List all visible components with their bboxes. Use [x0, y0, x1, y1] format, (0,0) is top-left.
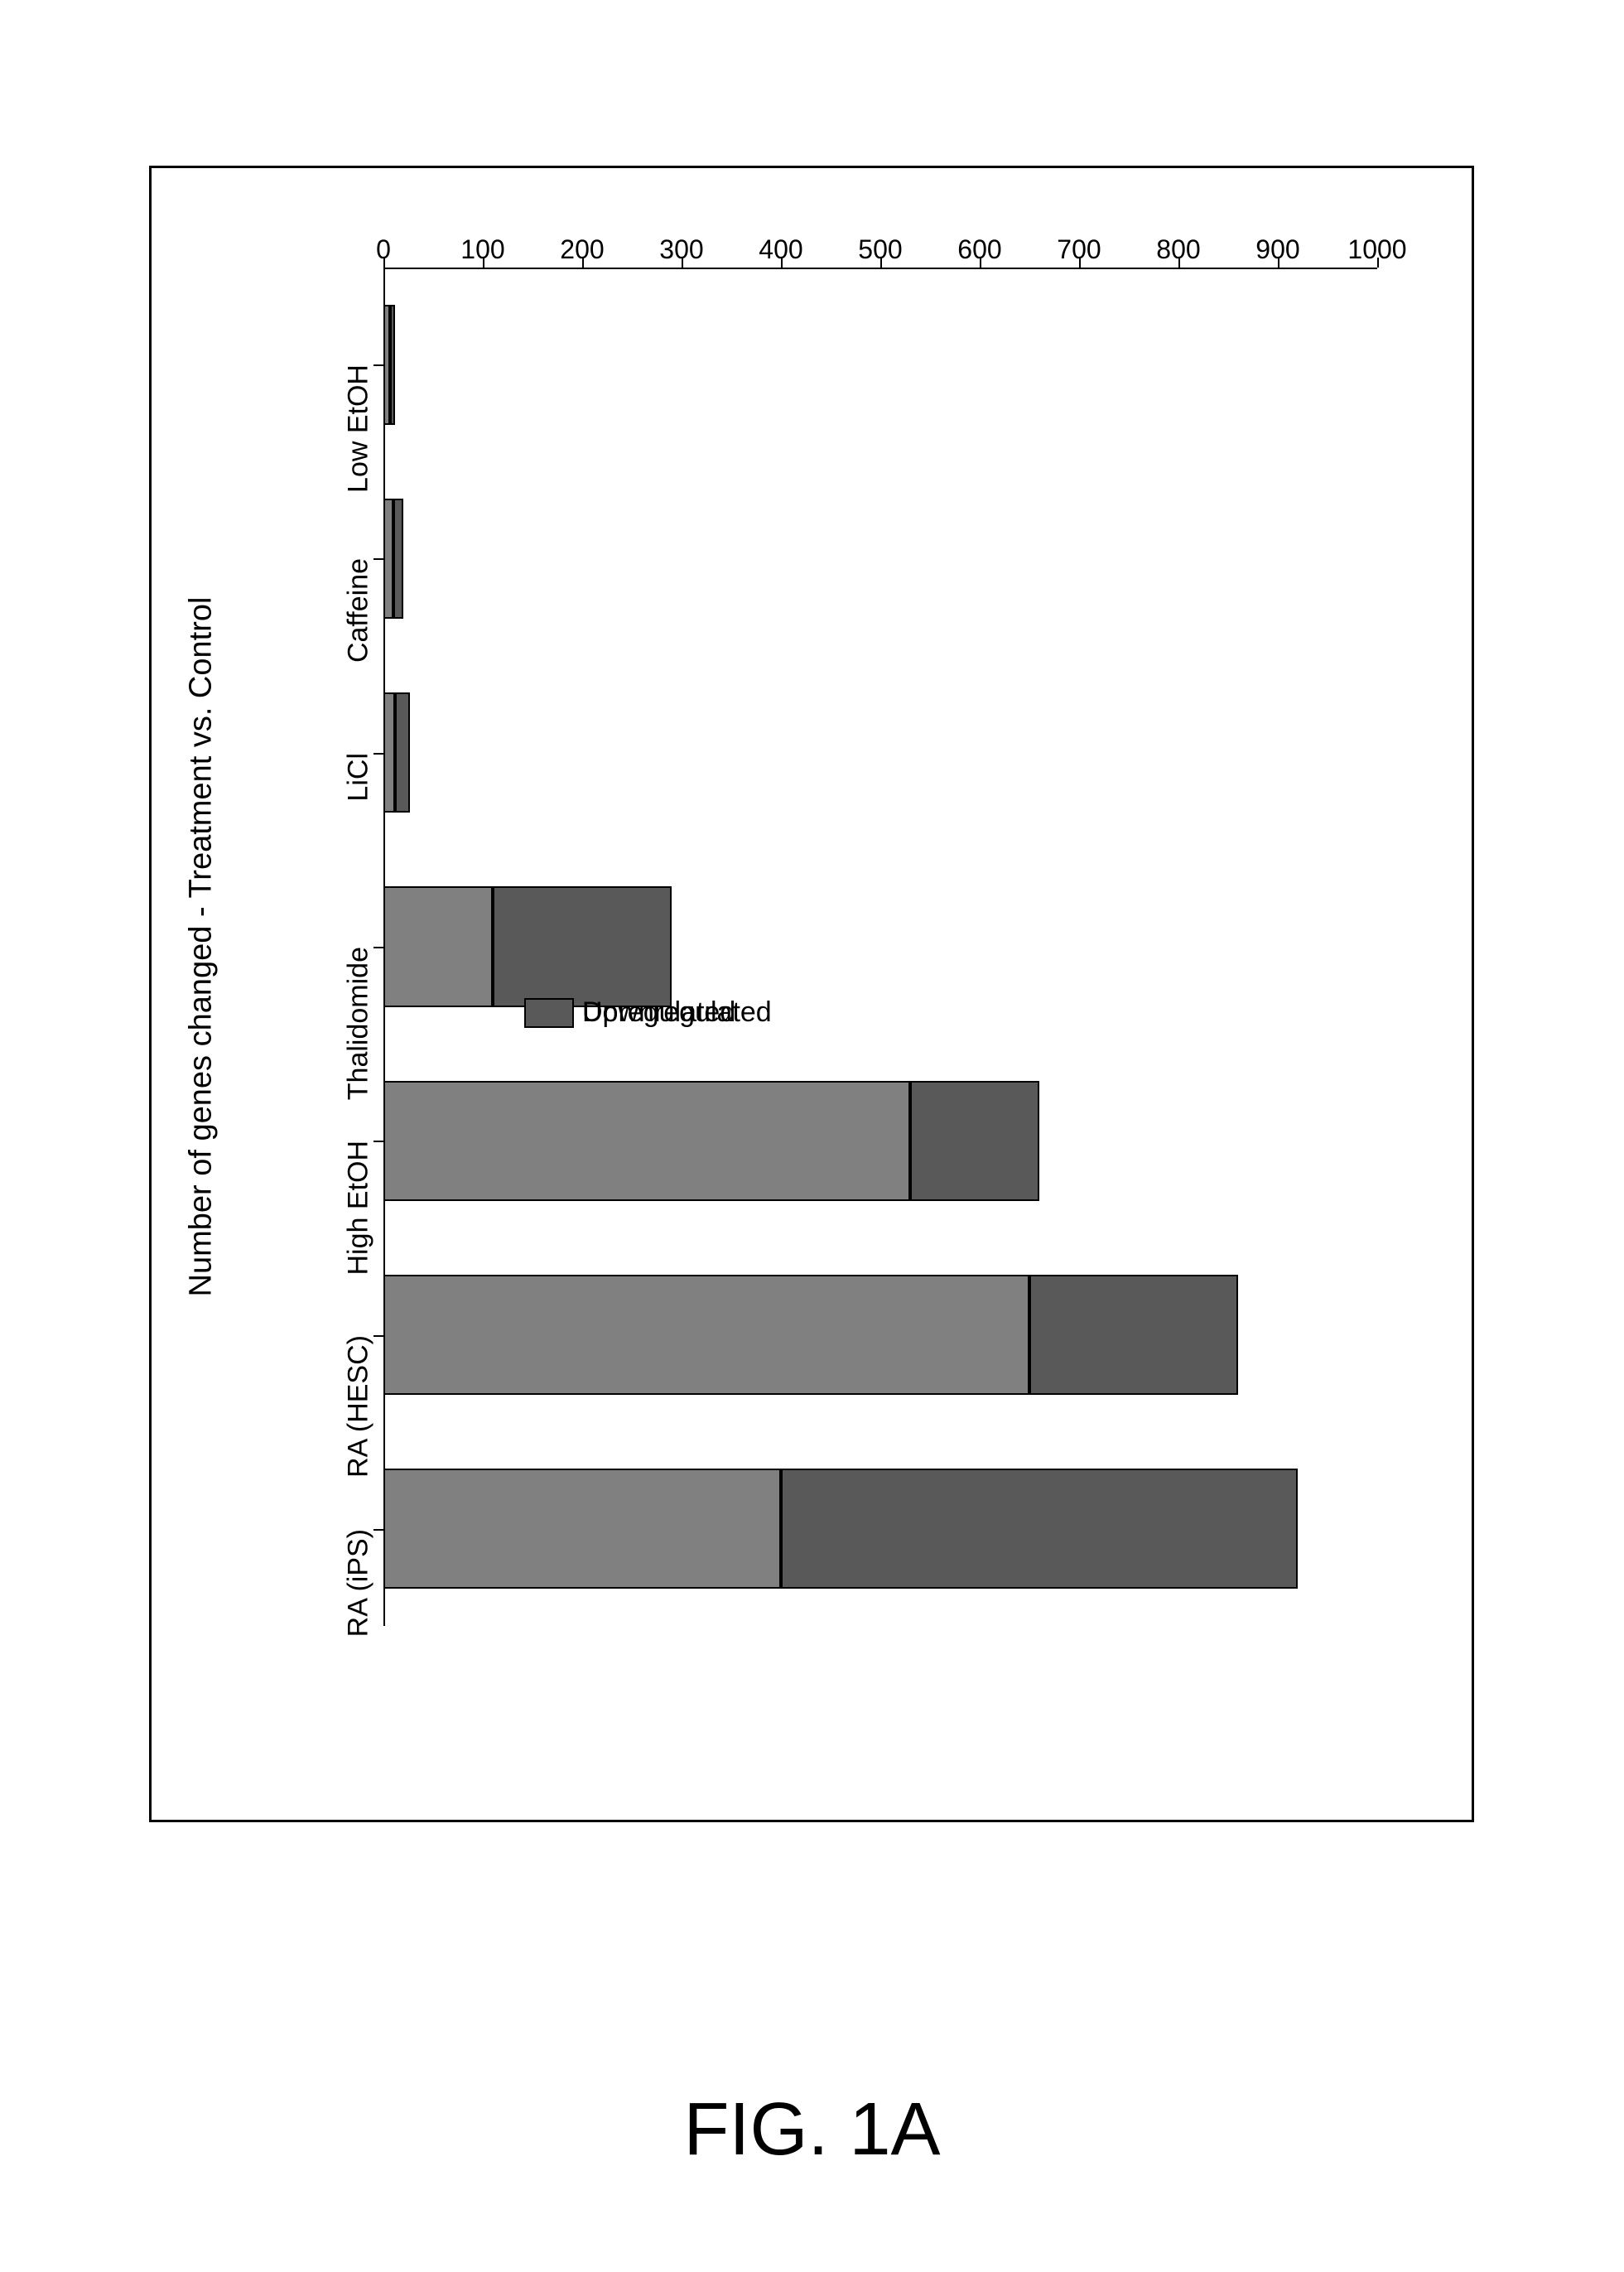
legend-swatch — [524, 998, 574, 1028]
bar-segment — [393, 499, 403, 619]
chart-frame: 0 100 200 300 400 500 600 700 800 900 1000 Low EtOH… — [149, 166, 1474, 1822]
bar-segment — [383, 499, 393, 619]
category-label: High EtOH — [343, 1141, 375, 1276]
bar-segment — [383, 1275, 1029, 1395]
category-label: RA (HESC) — [343, 1335, 375, 1478]
legend-label: Downregulated — [582, 996, 772, 1029]
value-tick-label: 1000 — [1347, 234, 1406, 265]
x-axis-title: Number of genes changed - Treatment vs. … — [184, 597, 219, 1297]
bar-segment — [390, 305, 395, 425]
value-tick-label: 700 — [1057, 234, 1101, 265]
bar-segment — [395, 692, 410, 813]
category-tick — [373, 1529, 383, 1531]
bar-segment — [383, 692, 395, 813]
category-label: Thalidomide — [343, 947, 375, 1100]
value-tick-label: 200 — [560, 234, 604, 265]
category-label: LiCl — [343, 753, 375, 802]
page: 0 100 200 300 400 500 600 700 800 900 1000 Low EtOH… — [0, 0, 1624, 2272]
category-tick — [373, 1335, 383, 1337]
bar-segment — [1029, 1275, 1238, 1395]
value-tick-label: 400 — [759, 234, 802, 265]
value-axis-line — [383, 268, 1377, 269]
category-tick — [373, 947, 383, 948]
value-tick-label: 100 — [460, 234, 504, 265]
bar-segment — [781, 1469, 1298, 1589]
value-tick-label: 0 — [376, 234, 391, 265]
category-label: RA (iPS) — [343, 1529, 375, 1637]
value-tick-label: 800 — [1156, 234, 1200, 265]
category-label: Caffeine — [343, 558, 375, 663]
category-label: Low EtOH — [343, 364, 375, 493]
value-tick-label: 900 — [1255, 234, 1299, 265]
category-tick — [373, 753, 383, 755]
plot-region: 01002003004005006007008009001000Low EtOH… — [383, 268, 1377, 1626]
value-tick-label: 500 — [858, 234, 902, 265]
category-tick — [373, 1141, 383, 1142]
bar-segment — [493, 886, 672, 1006]
bar-segment — [910, 1081, 1039, 1201]
value-tick-label: 300 — [659, 234, 703, 265]
value-tick-label: 600 — [957, 234, 1001, 265]
bar-segment — [383, 1081, 910, 1201]
bar-segment — [383, 1469, 781, 1589]
category-tick — [373, 364, 383, 366]
bar-segment — [383, 305, 390, 425]
bar-segment — [383, 886, 493, 1006]
category-tick — [373, 558, 383, 560]
figure-caption: FIG. 1A — [683, 2087, 940, 2173]
legend-item: Downregulated — [524, 996, 772, 1029]
